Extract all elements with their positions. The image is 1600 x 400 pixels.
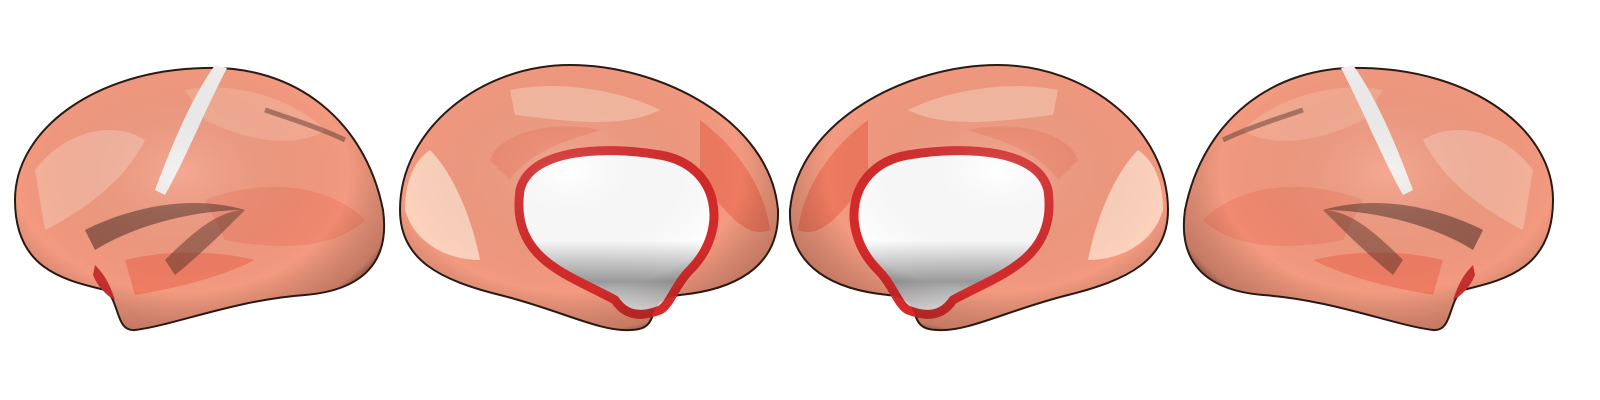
- left-lateral-view: [15, 65, 384, 330]
- left-medial-view: [400, 65, 778, 330]
- right-lateral-view: [1184, 65, 1553, 330]
- right-medial-view: [790, 65, 1168, 330]
